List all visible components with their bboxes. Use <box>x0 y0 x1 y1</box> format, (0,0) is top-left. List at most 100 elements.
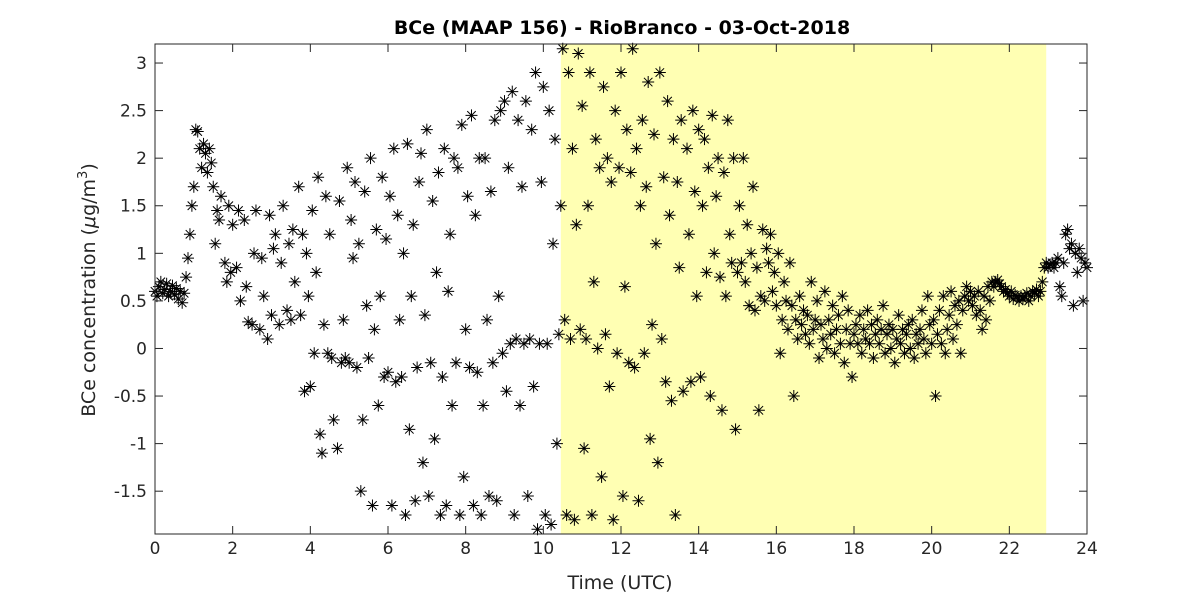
data-point <box>865 318 878 331</box>
data-point <box>558 313 571 326</box>
data-point <box>335 356 348 369</box>
chart-title: BCe (MAAP 156) - RioBranco - 03-Oct-2018 <box>394 17 850 39</box>
data-point <box>863 337 876 350</box>
data-point <box>1065 237 1078 250</box>
data-point <box>570 218 583 231</box>
data-point <box>1024 290 1037 303</box>
data-point <box>620 123 633 136</box>
data-point <box>702 161 715 174</box>
data-point <box>1003 290 1016 303</box>
data-point <box>413 175 426 188</box>
data-point <box>275 256 288 269</box>
data-point <box>374 290 387 303</box>
data-point <box>166 279 179 292</box>
data-point <box>380 233 393 246</box>
data-point <box>756 223 769 236</box>
x-tick-label: 18 <box>843 539 865 559</box>
data-point <box>853 309 866 322</box>
data-point <box>1034 285 1047 298</box>
data-point <box>704 390 717 403</box>
data-point <box>281 304 294 317</box>
data-point <box>595 470 608 483</box>
data-point <box>517 337 530 350</box>
data-point <box>597 80 610 93</box>
data-point <box>430 266 443 279</box>
data-point <box>805 275 818 288</box>
data-point <box>343 356 356 369</box>
data-point <box>727 152 740 165</box>
data-point <box>393 313 406 326</box>
data-point <box>510 332 523 345</box>
data-point <box>915 304 928 317</box>
data-point <box>1028 287 1041 300</box>
y-axis-ticks: -1.5 -1 -0.5 0 0.5 1 1.5 2 2.5 3 <box>114 54 1087 502</box>
data-point <box>671 175 684 188</box>
x-tick-label: 6 <box>383 539 394 559</box>
data-point <box>360 299 373 312</box>
data-point <box>1067 299 1080 312</box>
data-point <box>234 294 247 307</box>
data-point <box>838 356 851 369</box>
data-point <box>980 313 993 326</box>
data-point <box>809 313 822 326</box>
data-point <box>444 228 457 241</box>
data-point <box>616 489 629 502</box>
data-point <box>987 280 1000 293</box>
data-point <box>467 499 480 512</box>
data-point <box>1061 223 1074 236</box>
data-point <box>300 247 313 260</box>
data-point <box>752 404 765 417</box>
data-point <box>677 385 690 398</box>
data-point <box>415 147 428 160</box>
data-point <box>772 247 785 260</box>
data-point <box>824 328 837 341</box>
data-point <box>663 209 676 222</box>
y-tick-label: 1 <box>136 244 147 264</box>
data-point <box>681 142 694 155</box>
data-point <box>434 508 447 521</box>
data-point <box>537 80 550 93</box>
data-point <box>601 152 614 165</box>
data-point <box>725 256 738 269</box>
data-point <box>910 328 923 341</box>
data-point <box>840 323 853 336</box>
data-point <box>354 485 367 498</box>
data-point <box>160 277 173 290</box>
data-point <box>407 218 420 231</box>
data-point <box>560 508 573 521</box>
data-point <box>529 66 542 79</box>
data-point <box>861 304 874 317</box>
data-point <box>545 518 558 531</box>
data-point <box>814 318 827 331</box>
data-point <box>737 152 750 165</box>
data-point <box>871 313 884 326</box>
y-axis-label-main: BCe concentration ( <box>78 228 100 417</box>
data-point <box>605 175 618 188</box>
data-point <box>999 283 1012 296</box>
data-point <box>436 371 449 384</box>
data-point <box>603 380 616 393</box>
data-point <box>791 332 804 345</box>
data-point <box>960 280 973 293</box>
data-point <box>836 290 849 303</box>
data-point <box>486 356 499 369</box>
data-point <box>741 218 754 231</box>
data-point <box>382 366 394 379</box>
data-point <box>315 447 328 460</box>
data-point <box>471 366 484 379</box>
data-point <box>712 152 725 165</box>
data-point <box>826 299 839 312</box>
data-point <box>1075 252 1088 265</box>
data-point <box>226 218 239 231</box>
data-point <box>574 323 587 336</box>
data-point <box>799 328 812 341</box>
data-point <box>403 423 416 436</box>
data-point <box>966 299 979 312</box>
data-point <box>952 294 965 307</box>
data-point <box>459 323 472 336</box>
data-point <box>879 347 892 360</box>
data-point <box>492 290 505 303</box>
data-markers <box>149 42 1093 536</box>
data-point <box>508 508 521 521</box>
